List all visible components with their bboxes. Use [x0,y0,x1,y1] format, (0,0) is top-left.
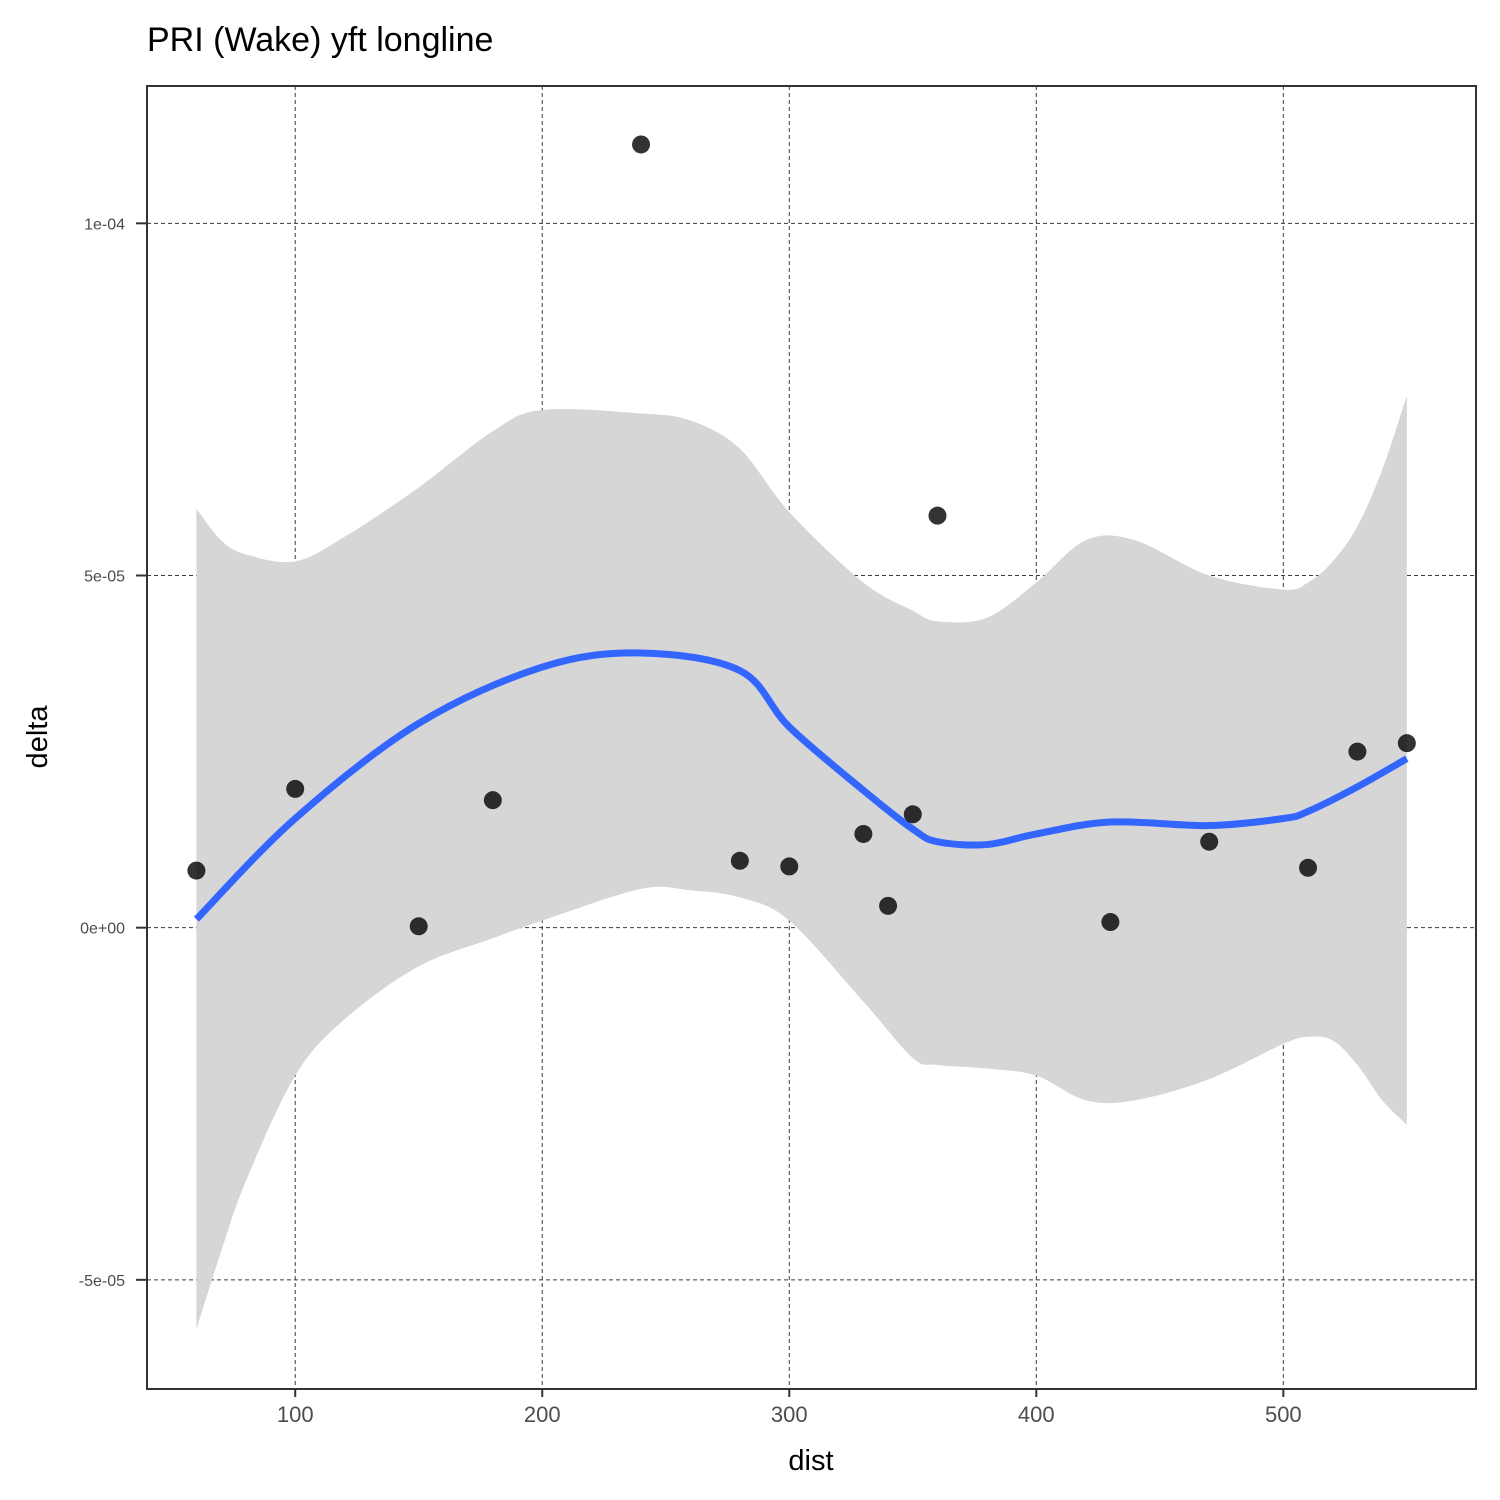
data-point [780,857,799,876]
data-point [1200,832,1219,851]
data-point [1348,742,1367,761]
data-point [854,824,873,843]
x-tick-label: 200 [524,1402,561,1427]
data-point [730,851,749,870]
chart-title: PRI (Wake) yft longline [147,21,493,59]
data-point [1397,734,1416,753]
smooth-line-layer [193,649,1409,922]
y-tick-label: 1e-04 [84,216,125,233]
data-point [879,896,898,915]
data-point [409,917,428,936]
x-tick-label: 300 [771,1402,808,1427]
x-tick-label: 100 [277,1402,314,1427]
data-point [632,135,651,154]
x-tick-label: 400 [1018,1402,1055,1427]
data-point [1299,858,1318,877]
confidence-band-layer [196,395,1407,1330]
data-point [903,805,922,824]
confidence-band [196,395,1407,1330]
x-tick-label: 500 [1265,1402,1302,1427]
data-point [286,779,305,798]
x-axis: 100 200 300 400 500 [277,1389,1302,1427]
data-point [187,861,206,880]
y-axis-title: delta [22,705,54,769]
y-axis: -5e-05 0e+00 5e-05 1e-04 [79,216,147,1290]
y-tick-label: -5e-05 [79,1273,125,1290]
data-point [483,791,502,810]
data-points-layer [187,135,1416,936]
data-point [928,506,947,525]
data-point [1101,913,1120,932]
x-axis-title: dist [788,1445,833,1477]
y-tick-label: 0e+00 [80,921,125,938]
plot-panel-border [146,85,1477,1390]
smooth-fit-line [193,649,1409,922]
y-tick-label: 5e-05 [84,569,125,586]
